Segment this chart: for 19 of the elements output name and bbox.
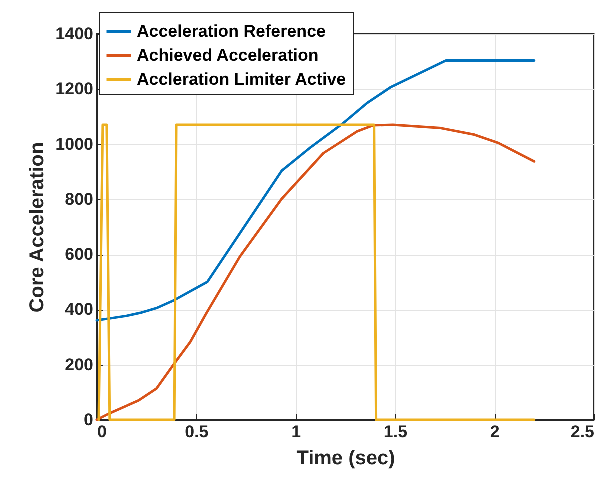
y-axis-title: Core Acceleration [26,142,49,313]
y-tick-label: 600 [65,245,94,264]
y-tick-label: 200 [65,355,94,374]
x-axis-title: Time (sec) [296,448,396,470]
legend-label: Achieved Acceleration [137,46,319,65]
x-tick-label: 0.5 [185,422,209,442]
x-tick-label: 2 [490,422,500,442]
legend-label: Acceleration Reference [137,22,326,41]
y-tick-label: 400 [65,300,94,320]
x-tick-label: 1.5 [384,422,408,442]
x-tick-label: 2.5 [570,422,594,442]
x-tick-label: 0 [98,422,107,442]
x-tick-label: 1 [292,422,302,442]
y-tick-label: 1000 [56,134,94,154]
y-tick-label: 800 [65,190,94,209]
y-tick-label: 0 [84,410,94,430]
legend-label: Accleration Limiter Active [137,70,346,89]
y-tick-label: 1400 [56,24,94,44]
y-tick-label: 1200 [56,80,94,99]
